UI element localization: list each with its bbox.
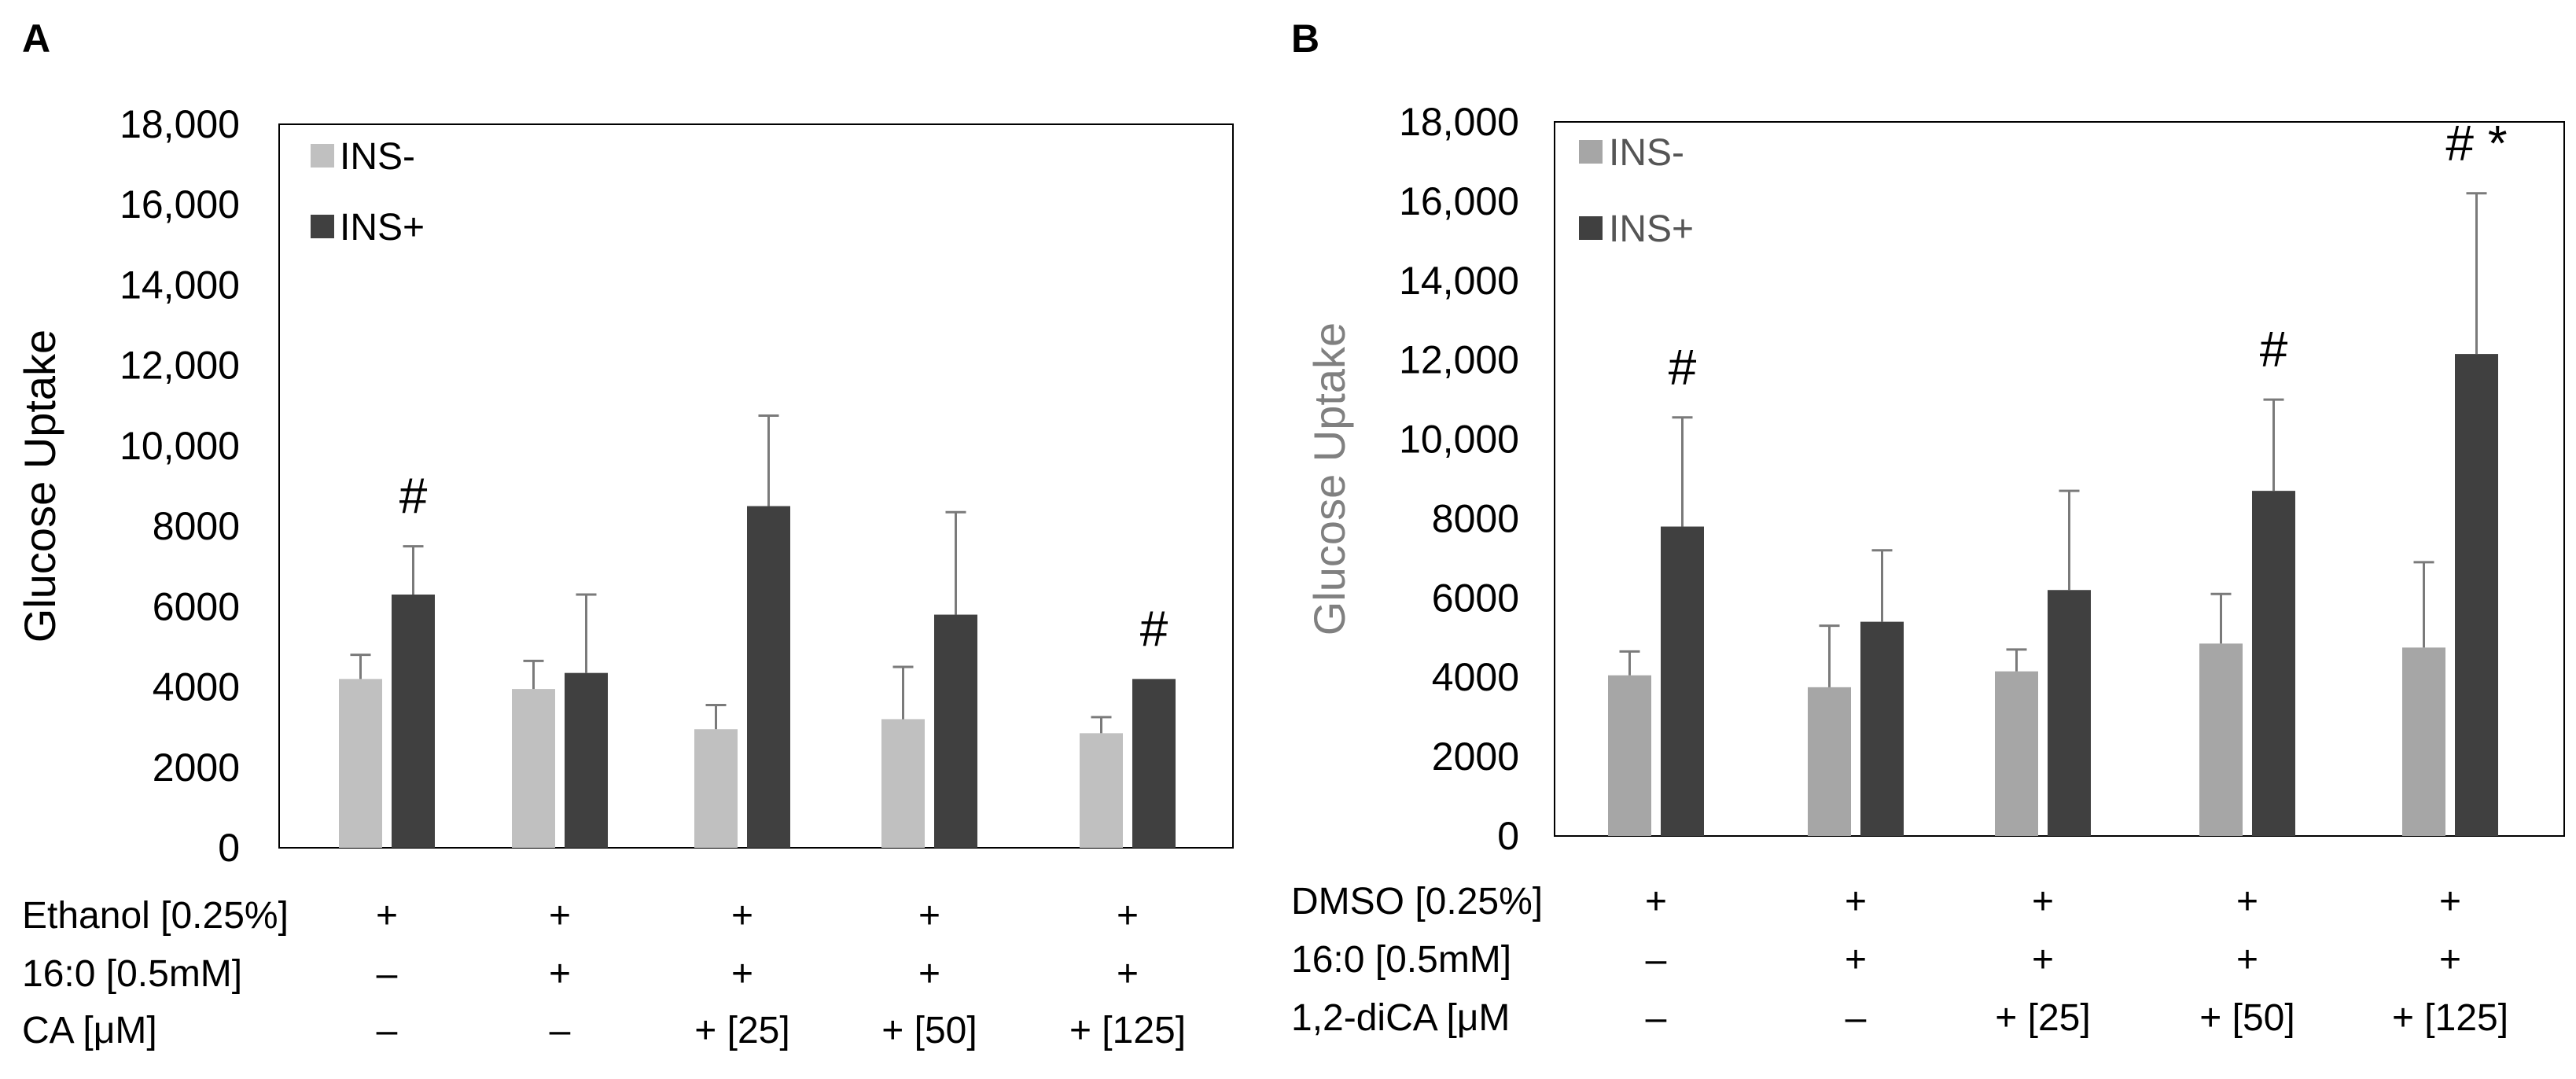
condition-row-label: DMSO [0.25%] — [1291, 881, 1543, 922]
y-tick-label: 0 — [218, 826, 240, 870]
bar-INS--3 — [1995, 671, 2038, 836]
condition-value: + — [731, 895, 753, 937]
y-tick-label: 4000 — [153, 665, 240, 709]
condition-value: – — [550, 1010, 571, 1051]
condition-value: – — [1646, 997, 1667, 1039]
y-tick-label: 12,000 — [120, 344, 240, 388]
y-tick-label: 12,000 — [1399, 338, 1519, 382]
y-tick-label: 16,000 — [1399, 179, 1519, 223]
legend-swatch-INS- — [1579, 140, 1603, 164]
bar-INS+-2 — [1860, 621, 1904, 836]
condition-value: + — [549, 953, 571, 995]
panel-A: A 0 2000 4000 6000 8000 10,000 12,000 14,000 16,0… — [15, 17, 1234, 1051]
y-tick-label: 10,000 — [1399, 418, 1519, 462]
y-tick-label: 10,000 — [120, 424, 240, 468]
condition-value: + — [2236, 881, 2258, 922]
bar-INS--2 — [1808, 687, 1851, 836]
condition-value: + — [2439, 939, 2461, 981]
condition-value: – — [377, 953, 398, 995]
y-axis-label: Glucose Uptake — [1305, 322, 1354, 635]
bar-INS--4 — [2199, 643, 2243, 836]
y-tick-label: 18,000 — [1399, 100, 1519, 144]
condition-value: + — [2032, 939, 2054, 981]
bar-INS+-5 — [2455, 354, 2498, 837]
condition-value: + — [731, 953, 753, 995]
legend-swatch-INS+ — [311, 215, 334, 238]
condition-row-label: 1,2-diCA [μM — [1291, 997, 1510, 1039]
y-tick-label: 16,000 — [120, 182, 240, 226]
y-tick-label: 8000 — [153, 504, 240, 548]
condition-value: + — [918, 895, 940, 937]
condition-row-label: 16:0 [0.5mM] — [1291, 939, 1511, 981]
condition-value: + — [1117, 953, 1139, 995]
condition-value: + — [549, 895, 571, 937]
legend-label: INS- — [1609, 132, 1684, 174]
condition-row-label: 16:0 [0.5mM] — [22, 953, 242, 995]
condition-value: + [50] — [881, 1010, 977, 1051]
bar-INS--1 — [1608, 675, 1651, 836]
bar-INS+-3 — [747, 506, 790, 848]
legend-label: INS+ — [1609, 208, 1694, 250]
bar-INS+-1 — [392, 595, 435, 848]
condition-value: + — [918, 953, 940, 995]
condition-value: + — [376, 895, 398, 937]
condition-value: + [25] — [694, 1010, 789, 1051]
condition-value: + — [1645, 881, 1667, 922]
bar-INS+-3 — [2048, 590, 2091, 836]
legend-swatch-INS+ — [1579, 216, 1603, 240]
condition-value: + — [2032, 881, 2054, 922]
y-tick-label: 4000 — [1432, 655, 1519, 699]
bar-INS--2 — [512, 689, 555, 848]
y-tick-label: 6000 — [1432, 576, 1519, 620]
significance-mark: # — [399, 468, 428, 525]
bar-INS--5 — [2402, 647, 2445, 836]
y-tick-label: 14,000 — [1399, 259, 1519, 303]
bar-INS--5 — [1080, 733, 1123, 848]
bar-INS+-1 — [1661, 526, 1704, 836]
panel-B: B 0 2000 4000 6000 8000 10,000 12,000 14,000 16,0… — [1291, 17, 2565, 1039]
condition-value: – — [377, 1010, 398, 1051]
condition-value: – — [1646, 939, 1667, 981]
condition-value: + — [1845, 939, 1867, 981]
condition-value: + [125] — [1069, 1010, 1186, 1051]
significance-mark: # * — [2445, 115, 2507, 171]
y-tick-label: 0 — [1497, 814, 1519, 858]
panel-letter: A — [22, 17, 50, 61]
panel-letter: B — [1291, 17, 1319, 61]
condition-value: + [125] — [2392, 997, 2508, 1039]
bar-INS+-4 — [934, 614, 977, 848]
significance-mark: # — [1140, 600, 1168, 657]
condition-value: – — [1846, 997, 1867, 1039]
bar-INS+-2 — [565, 672, 608, 848]
y-axis-label: Glucose Uptake — [15, 330, 64, 643]
legend-swatch-INS- — [311, 144, 334, 168]
condition-value: + — [1117, 895, 1139, 937]
legend-label: INS- — [340, 136, 415, 178]
bar-INS+-4 — [2252, 491, 2295, 836]
y-tick-label: 2000 — [153, 746, 240, 790]
significance-mark: # — [1669, 339, 1697, 396]
condition-value: + — [1845, 881, 1867, 922]
bar-INS+-5 — [1132, 679, 1176, 848]
y-tick-label: 2000 — [1432, 735, 1519, 779]
y-tick-label: 6000 — [153, 584, 240, 628]
y-tick-label: 8000 — [1432, 496, 1519, 540]
condition-value: + [50] — [2199, 997, 2294, 1039]
condition-row-label: Ethanol [0.25%] — [22, 895, 289, 937]
condition-row-label: CA [μM] — [22, 1010, 157, 1051]
y-tick-label: 14,000 — [120, 263, 240, 307]
bar-INS--4 — [881, 719, 925, 848]
condition-value: + [25] — [1995, 997, 2090, 1039]
bar-INS--3 — [694, 729, 738, 848]
y-tick-label: 18,000 — [120, 102, 240, 146]
bar-INS--1 — [339, 679, 382, 848]
significance-mark: # — [2260, 321, 2288, 377]
condition-value: + — [2236, 939, 2258, 981]
condition-value: + — [2439, 881, 2461, 922]
legend-label: INS+ — [340, 207, 425, 249]
